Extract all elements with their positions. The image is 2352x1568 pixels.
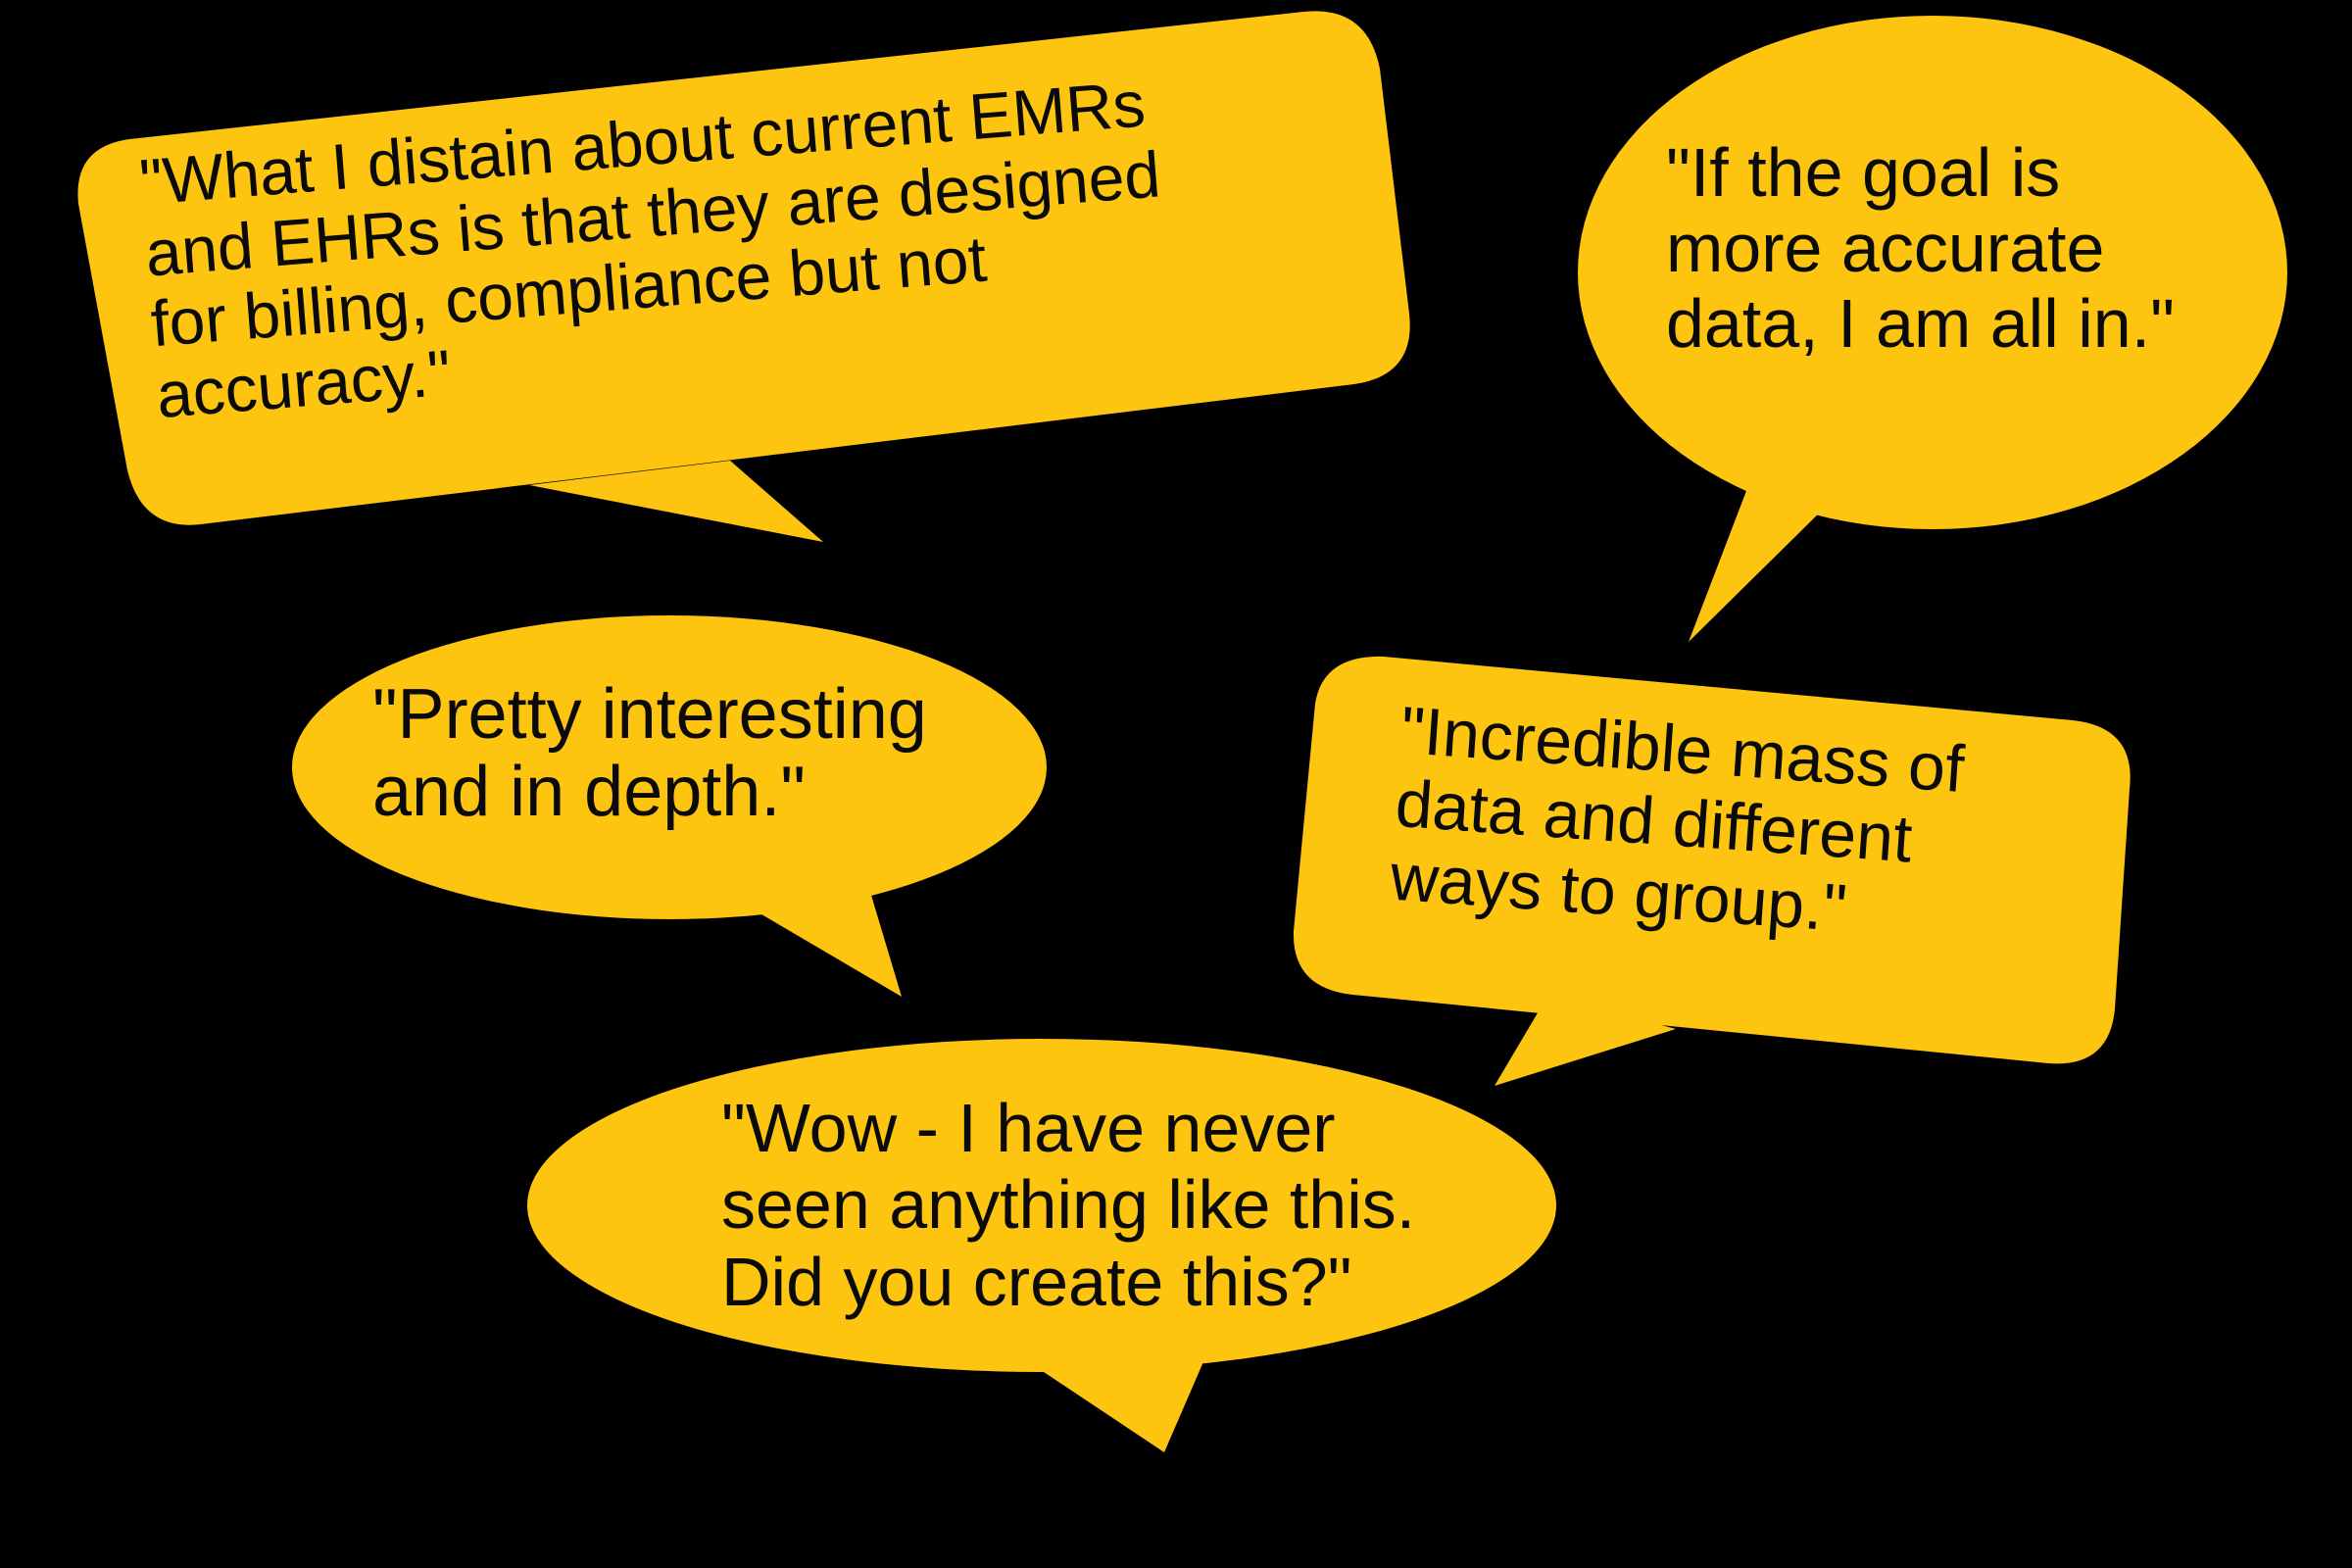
speech-bubble-2-body	[1578, 16, 2287, 529]
quote-wow: "Wow - I have never seen anything like t…	[721, 1090, 1416, 1320]
speech-bubble-3	[292, 615, 1047, 997]
speech-bubble-3-body	[292, 615, 1047, 919]
quote-accurate-data: "If the goal is more accurate data, I am…	[1666, 134, 2175, 362]
speech-bubble-5-tail	[1029, 1350, 1208, 1452]
speech-bubble-5-body	[527, 1039, 1556, 1372]
speech-bubble-1-tail	[529, 461, 823, 542]
speech-bubble-1	[77, 11, 1410, 542]
speech-bubble-4	[1293, 656, 2131, 1086]
speech-bubble-2-tail	[1689, 470, 1833, 642]
speech-bubble-5	[527, 1039, 1556, 1452]
speech-bubble-2	[1578, 16, 2287, 642]
quote-mass-of-data: "Incredible mass of data and different w…	[1388, 693, 1967, 946]
speech-bubble-4-body	[1293, 656, 2131, 1064]
speech-bubble-1-body	[77, 11, 1410, 525]
quote-interesting: "Pretty interesting and in depth."	[372, 675, 927, 832]
